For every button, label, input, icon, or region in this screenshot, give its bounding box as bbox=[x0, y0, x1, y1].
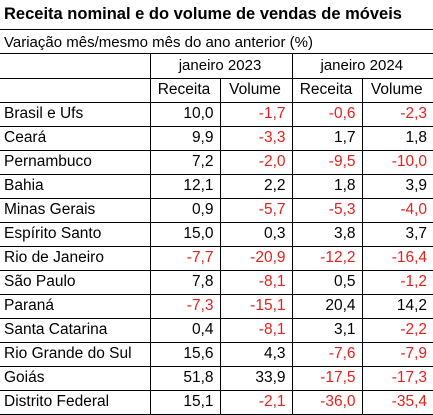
cell-receita-2023: -7,7 bbox=[149, 246, 220, 271]
group-header-row: janeiro 2023 janeiro 2024 bbox=[0, 54, 433, 79]
row-label: Rio Grande do Sul bbox=[0, 342, 150, 367]
row-label: Goiás bbox=[0, 366, 150, 391]
cell-volume-2024: 14,2 bbox=[361, 294, 433, 319]
cell-receita-2023: 15,1 bbox=[149, 390, 220, 415]
cell-volume-2023: 4,3 bbox=[219, 342, 293, 367]
cell-receita-2024: 3,1 bbox=[291, 318, 363, 343]
cell-volume-2024: -2,3 bbox=[361, 102, 433, 127]
cell-volume-2023: 0,3 bbox=[219, 222, 293, 247]
cell-volume-2024: -17,3 bbox=[361, 366, 433, 391]
table-row: Distrito Federal 15,1 -2,1 -36,0 -35,4 bbox=[0, 390, 433, 415]
cell-receita-2023: 15,6 bbox=[149, 342, 220, 367]
table-row: Paraná -7,3 -15,1 20,4 14,2 bbox=[0, 294, 433, 319]
cell-receita-2024: 1,8 bbox=[291, 174, 363, 199]
row-label: Bahia bbox=[0, 174, 150, 199]
cell-receita-2024: -17,5 bbox=[291, 366, 363, 391]
cell-volume-2023: -20,9 bbox=[219, 246, 293, 271]
table-row: Pernambuco 7,2 -2,0 -9,5 -10,0 bbox=[0, 150, 433, 175]
table-row: Rio de Janeiro -7,7 -20,9 -12,2 -16,4 bbox=[0, 246, 433, 271]
cell-receita-2024: -9,5 bbox=[291, 150, 363, 175]
cell-receita-2024: -12,2 bbox=[291, 246, 363, 271]
table-row: Minas Gerais 0,9 -5,7 -5,3 -4,0 bbox=[0, 198, 433, 223]
cell-receita-2024: -36,0 bbox=[291, 390, 363, 415]
cell-volume-2023: -3,3 bbox=[219, 126, 293, 151]
table-row: Espírito Santo 15,0 0,3 3,8 3,7 bbox=[0, 222, 433, 247]
cell-volume-2024: -2,2 bbox=[361, 318, 433, 343]
cell-volume-2024: -16,4 bbox=[361, 246, 433, 271]
cell-receita-2023: 51,8 bbox=[149, 366, 220, 391]
cell-receita-2023: 0,4 bbox=[149, 318, 220, 343]
cell-receita-2023: -7,3 bbox=[149, 294, 220, 319]
cell-volume-2023: -8,1 bbox=[219, 270, 293, 295]
cell-volume-2023: -8,1 bbox=[219, 318, 293, 343]
cell-volume-2023: -2,1 bbox=[219, 390, 293, 415]
table-row: Bahia 12,1 2,2 1,8 3,9 bbox=[0, 174, 433, 199]
cell-volume-2023: -1,7 bbox=[219, 102, 293, 127]
cell-receita-2024: -0,6 bbox=[291, 102, 363, 127]
cell-volume-2024: 3,9 bbox=[361, 174, 433, 199]
table-row: Brasil e Ufs 10,0 -1,7 -0,6 -2,3 bbox=[0, 102, 433, 127]
row-label: Minas Gerais bbox=[0, 198, 150, 223]
column-header-volume-2024: Volume bbox=[361, 78, 433, 103]
cell-volume-2024: -10,0 bbox=[361, 150, 433, 175]
table-row: Ceará 9,9 -3,3 1,7 1,8 bbox=[0, 126, 433, 151]
cell-receita-2024: 1,7 bbox=[291, 126, 363, 151]
cell-receita-2023: 7,8 bbox=[149, 270, 220, 295]
cell-volume-2023: 33,9 bbox=[219, 366, 293, 391]
table-row: Rio Grande do Sul 15,6 4,3 -7,6 -7,9 bbox=[0, 342, 433, 367]
header-empty-cell bbox=[0, 78, 150, 103]
cell-volume-2023: 2,2 bbox=[219, 174, 293, 199]
row-label: Rio de Janeiro bbox=[0, 246, 150, 271]
group-header-2024: janeiro 2024 bbox=[291, 54, 433, 79]
cell-receita-2023: 9,9 bbox=[149, 126, 220, 151]
table-row: Goiás 51,8 33,9 -17,5 -17,3 bbox=[0, 366, 433, 391]
cell-receita-2024: 20,4 bbox=[291, 294, 363, 319]
cell-receita-2023: 12,1 bbox=[149, 174, 220, 199]
cell-receita-2023: 10,0 bbox=[149, 102, 220, 127]
cell-volume-2024: -1,2 bbox=[361, 270, 433, 295]
table-row: Santa Catarina 0,4 -8,1 3,1 -2,2 bbox=[0, 318, 433, 343]
row-label: Brasil e Ufs bbox=[0, 102, 150, 127]
row-label: Pernambuco bbox=[0, 150, 150, 175]
cell-receita-2024: -5,3 bbox=[291, 198, 363, 223]
row-label: Distrito Federal bbox=[0, 390, 150, 415]
cell-volume-2023: -5,7 bbox=[219, 198, 293, 223]
cell-receita-2023: 0,9 bbox=[149, 198, 220, 223]
table-subtitle: Variação mês/mesmo mês do ano anterior (… bbox=[0, 30, 433, 54]
cell-volume-2024: 1,8 bbox=[361, 126, 433, 151]
column-header-receita-2023: Receita bbox=[149, 78, 220, 103]
cell-volume-2024: -4,0 bbox=[361, 198, 433, 223]
data-table: janeiro 2023 janeiro 2024 Receita Volume… bbox=[0, 54, 433, 415]
column-header-volume-2023: Volume bbox=[219, 78, 293, 103]
cell-volume-2024: -7,9 bbox=[361, 342, 433, 367]
cell-volume-2023: -15,1 bbox=[219, 294, 293, 319]
cell-receita-2023: 15,0 bbox=[149, 222, 220, 247]
cell-receita-2024: -7,6 bbox=[291, 342, 363, 367]
column-header-receita-2024: Receita bbox=[291, 78, 363, 103]
cell-volume-2024: -35,4 bbox=[361, 390, 433, 415]
row-label: São Paulo bbox=[0, 270, 150, 295]
cell-receita-2023: 7,2 bbox=[149, 150, 220, 175]
row-label: Espírito Santo bbox=[0, 222, 150, 247]
table-row: São Paulo 7,8 -8,1 0,5 -1,2 bbox=[0, 270, 433, 295]
table-title: Receita nominal e do volume de vendas de… bbox=[0, 0, 433, 30]
row-label: Ceará bbox=[0, 126, 150, 151]
header-empty-cell bbox=[0, 54, 150, 79]
row-label: Paraná bbox=[0, 294, 150, 319]
cell-receita-2024: 0,5 bbox=[291, 270, 363, 295]
cell-volume-2023: -2,0 bbox=[219, 150, 293, 175]
group-header-2023: janeiro 2023 bbox=[149, 54, 293, 79]
row-label: Santa Catarina bbox=[0, 318, 150, 343]
cell-volume-2024: 3,7 bbox=[361, 222, 433, 247]
column-header-row: Receita Volume Receita Volume bbox=[0, 78, 433, 103]
cell-receita-2024: 3,8 bbox=[291, 222, 363, 247]
